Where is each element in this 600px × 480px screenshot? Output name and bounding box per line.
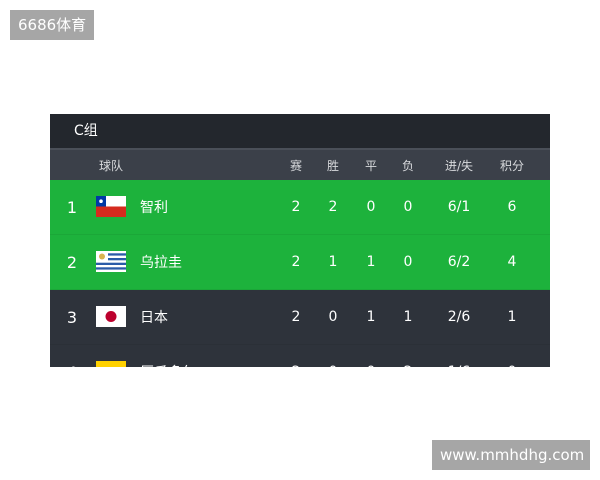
cell-rank: 4 [60, 345, 84, 368]
standings-table: C组 球队 赛 胜 平 负 进/失 积分 智利 1 2 2 0 0 6/1 6 乌拉圭 2 2 1 1 0… [50, 114, 550, 367]
cell-draw: 1 [366, 309, 376, 325]
uruguay-flag-icon [96, 251, 126, 272]
group-title: C组 [50, 114, 550, 148]
col-lost: 负 [401, 158, 414, 173]
cell-points: 1 [507, 309, 517, 325]
table-row[interactable]: 日本 3 2 0 1 1 2/6 1 [50, 290, 550, 345]
cell-played: 2 [281, 345, 311, 367]
cell-won: 1 [328, 254, 338, 270]
col-won: 胜 [326, 158, 339, 173]
cell-rank: 2 [66, 252, 78, 272]
team-name: 日本 [140, 310, 168, 326]
table-row[interactable]: 厄瓜多尔420021/60 [50, 345, 550, 367]
cell-goals: 1/6 [434, 345, 484, 367]
cell-won: 0 [328, 309, 338, 325]
team-name: 乌拉圭 [140, 255, 182, 271]
cell-lost: 0 [403, 254, 413, 270]
cell-lost: 2 [393, 345, 423, 367]
team-name: 厄瓜多尔 [140, 345, 196, 367]
cell-draw: 0 [366, 199, 376, 215]
team-name: 智利 [140, 200, 168, 216]
cell-goals: 6/1 [447, 199, 471, 215]
cell-points: 4 [507, 254, 517, 270]
cell-draw: 1 [366, 254, 376, 270]
col-played: 赛 [289, 158, 302, 173]
cell-points: 0 [487, 345, 537, 367]
chile-flag-icon [96, 196, 126, 217]
watermark-bottom: www.mmhdhg.com [432, 440, 590, 470]
col-points: 积分 [499, 158, 524, 173]
cell-rank: 1 [66, 197, 78, 217]
cell-lost: 0 [403, 199, 413, 215]
watermark-top: 6686体育 [10, 10, 95, 40]
cell-lost: 1 [403, 309, 413, 325]
cell-rank: 3 [66, 307, 78, 327]
cell-played: 2 [291, 199, 301, 215]
ecuador-flag-icon [96, 361, 126, 367]
cell-draw: 0 [356, 345, 386, 367]
japan-flag-icon [96, 306, 126, 327]
cell-won: 2 [328, 199, 338, 215]
column-header: 球队 赛 胜 平 负 进/失 积分 [50, 148, 550, 180]
table-row[interactable]: 智利 1 2 2 0 0 6/1 6 [50, 180, 550, 235]
col-team: 球队 [98, 158, 123, 173]
col-goals: 进/失 [444, 158, 474, 173]
cell-goals: 2/6 [447, 309, 471, 325]
cell-won: 0 [318, 345, 348, 367]
cell-points: 6 [507, 199, 517, 215]
col-draw: 平 [364, 158, 377, 173]
cell-played: 2 [291, 309, 301, 325]
table-row[interactable]: 乌拉圭 2 2 1 1 0 6/2 4 [50, 235, 550, 290]
cell-played: 2 [291, 254, 301, 270]
cell-goals: 6/2 [447, 254, 471, 270]
